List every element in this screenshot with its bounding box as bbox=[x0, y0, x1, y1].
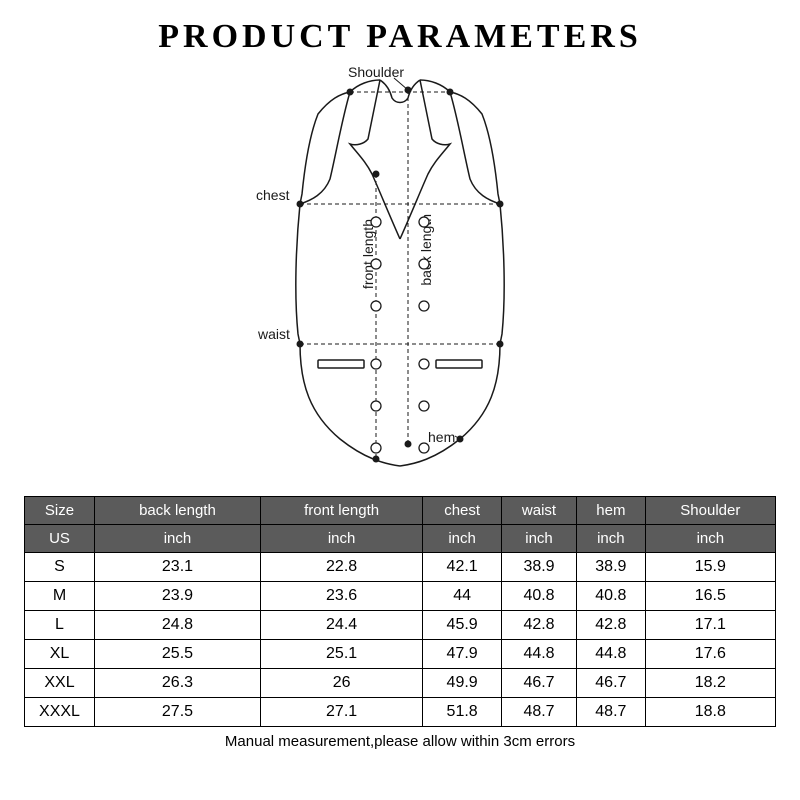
unit-chest: inch bbox=[423, 525, 502, 553]
table-cell: 25.5 bbox=[95, 640, 261, 669]
unit-back: inch bbox=[95, 525, 261, 553]
table-cell: 27.5 bbox=[95, 698, 261, 727]
table-cell: 42.8 bbox=[577, 611, 646, 640]
table-cell: 25.1 bbox=[260, 640, 422, 669]
col-front-length: front length bbox=[260, 497, 422, 525]
vest-svg bbox=[200, 64, 600, 484]
table-row: M23.923.64440.840.816.5 bbox=[25, 582, 776, 611]
table-cell: 16.5 bbox=[645, 582, 775, 611]
col-size: Size bbox=[25, 497, 95, 525]
unit-shoulder: inch bbox=[645, 525, 775, 553]
table-body: S23.122.842.138.938.915.9M23.923.64440.8… bbox=[25, 553, 776, 727]
table-cell: XXXL bbox=[25, 698, 95, 727]
table-cell: 44.8 bbox=[501, 640, 576, 669]
unit-hem: inch bbox=[577, 525, 646, 553]
table-cell: M bbox=[25, 582, 95, 611]
col-shoulder: Shoulder bbox=[645, 497, 775, 525]
unit-waist: inch bbox=[501, 525, 576, 553]
table-cell: 38.9 bbox=[501, 553, 576, 582]
unit-front: inch bbox=[260, 525, 422, 553]
table-cell: 42.1 bbox=[423, 553, 502, 582]
table-cell: 17.1 bbox=[645, 611, 775, 640]
table-cell: 46.7 bbox=[501, 669, 576, 698]
table-row: L24.824.445.942.842.817.1 bbox=[25, 611, 776, 640]
size-table: Size back length front length chest wais… bbox=[24, 496, 776, 727]
table-units-row: US inch inch inch inch inch inch bbox=[25, 525, 776, 553]
table-cell: 18.8 bbox=[645, 698, 775, 727]
table-row: XL25.525.147.944.844.817.6 bbox=[25, 640, 776, 669]
vest-diagram: Shoulder chest waist hem front length ba… bbox=[200, 64, 600, 484]
table-row: S23.122.842.138.938.915.9 bbox=[25, 553, 776, 582]
table-cell: 26.3 bbox=[95, 669, 261, 698]
table-row: XXXL27.527.151.848.748.718.8 bbox=[25, 698, 776, 727]
table-header-row: Size back length front length chest wais… bbox=[25, 497, 776, 525]
table-cell: 22.8 bbox=[260, 553, 422, 582]
table-cell: 24.8 bbox=[95, 611, 261, 640]
table-cell: 26 bbox=[260, 669, 422, 698]
table-cell: 38.9 bbox=[577, 553, 646, 582]
table-cell: 51.8 bbox=[423, 698, 502, 727]
table-cell: 44.8 bbox=[577, 640, 646, 669]
table-cell: 44 bbox=[423, 582, 502, 611]
table-cell: 48.7 bbox=[501, 698, 576, 727]
page-title: PRODUCT PARAMETERS bbox=[158, 18, 642, 56]
table-cell: 40.8 bbox=[577, 582, 646, 611]
table-cell: 23.1 bbox=[95, 553, 261, 582]
table-cell: 40.8 bbox=[501, 582, 576, 611]
table-cell: 23.9 bbox=[95, 582, 261, 611]
col-hem: hem bbox=[577, 497, 646, 525]
table-cell: 27.1 bbox=[260, 698, 422, 727]
table-cell: 48.7 bbox=[577, 698, 646, 727]
table-cell: 45.9 bbox=[423, 611, 502, 640]
unit-size: US bbox=[25, 525, 95, 553]
table-cell: S bbox=[25, 553, 95, 582]
table-cell: XL bbox=[25, 640, 95, 669]
table-cell: 46.7 bbox=[577, 669, 646, 698]
col-waist: waist bbox=[501, 497, 576, 525]
footer-note: Manual measurement,please allow within 3… bbox=[225, 733, 575, 750]
table-row: XXL26.32649.946.746.718.2 bbox=[25, 669, 776, 698]
table-cell: L bbox=[25, 611, 95, 640]
table-cell: 49.9 bbox=[423, 669, 502, 698]
table-cell: 18.2 bbox=[645, 669, 775, 698]
table-cell: 15.9 bbox=[645, 553, 775, 582]
table-cell: 17.6 bbox=[645, 640, 775, 669]
table-cell: XXL bbox=[25, 669, 95, 698]
table-cell: 47.9 bbox=[423, 640, 502, 669]
table-cell: 42.8 bbox=[501, 611, 576, 640]
col-chest: chest bbox=[423, 497, 502, 525]
table-cell: 24.4 bbox=[260, 611, 422, 640]
table-cell: 23.6 bbox=[260, 582, 422, 611]
col-back-length: back length bbox=[95, 497, 261, 525]
